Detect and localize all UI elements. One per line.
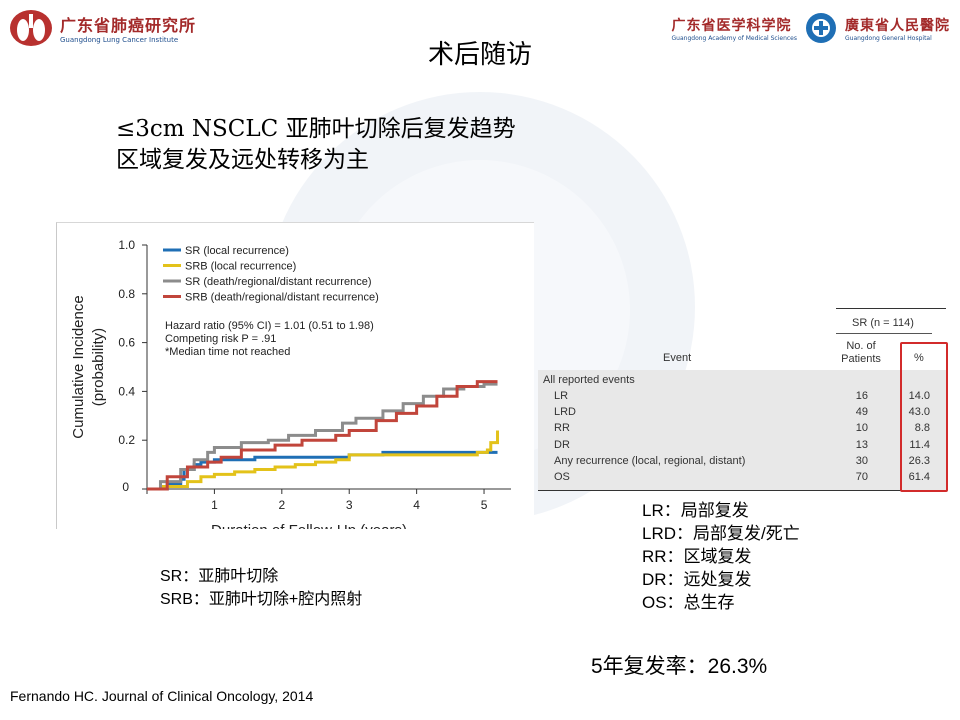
legend-label: SRB (death/regional/distant recurrence) — [185, 292, 379, 304]
table-row-pct: 8.8 — [914, 422, 930, 435]
series-line — [147, 382, 498, 491]
col-patients-line1: No. of — [846, 340, 876, 352]
lung-logo-icon — [10, 10, 52, 46]
table-bottom-rule — [538, 490, 946, 491]
abbrev-srb: SRB：亚肺叶切除+腔内照射 — [160, 591, 363, 608]
table-row-patients: 13 — [855, 438, 868, 451]
legend-label: SRB (local recurrence) — [185, 261, 296, 273]
y-tick-label: 1.0 — [118, 238, 135, 252]
abbrev-os: OS：总生存 — [642, 593, 735, 612]
table-row-pct: 14.0 — [908, 390, 930, 402]
table-group-header: SR (n = 114) — [852, 317, 914, 329]
series-line — [147, 450, 498, 491]
subtitle-line-1: ≤3cm NSCLC 亚肺叶切除后复发趋势 — [116, 116, 516, 142]
right-logo1-cn: 广东省医学科学院 — [671, 17, 792, 34]
x-tick-label: 4 — [413, 498, 420, 512]
table-group-rule — [836, 333, 932, 334]
table-col-patients: No. of Patients — [836, 340, 886, 366]
slide-subtitle: ≤3cm NSCLC 亚肺叶切除后复发趋势 区域复发及远处转移为主 — [116, 114, 516, 176]
group-legend: SR：亚肺叶切除 SRB：亚肺叶切除+腔内照射 — [160, 565, 362, 611]
y-axis-label-line1: Cumulative Incidence — [70, 295, 87, 438]
table-row-event: DR — [554, 438, 570, 451]
table-row-event: Any recurrence (local, regional, distant… — [554, 454, 746, 467]
legend-label: SR (local recurrence) — [185, 245, 289, 257]
annotation-median: *Median time not reached — [165, 346, 290, 358]
y-tick-label: 0.2 — [118, 433, 135, 447]
table-col-pct: % — [914, 352, 924, 364]
x-axis-label: Duration of Follow-Up (years) — [211, 522, 407, 529]
x-tick-label: 3 — [346, 498, 353, 512]
institute-logo-left: 广东省肺癌研究所 Guangdong Lung Cancer Institute — [8, 8, 196, 48]
table-row-pct: 61.4 — [908, 471, 930, 483]
abbrev-dr: DR：远处复发 — [642, 570, 752, 589]
table-body-bg — [538, 370, 946, 490]
table-row-patients: 10 — [855, 422, 868, 435]
pct-highlight-box — [900, 342, 948, 492]
right-logo1-en: Guangdong Academy of Medical Sciences — [671, 34, 797, 42]
abbreviation-legend: LR：局部复发 LRD：局部复发/死亡 RR：区域复发 DR：远处复发 OS：总… — [642, 499, 800, 614]
table-row-patients: 70 — [855, 471, 868, 483]
subtitle-line-2: 区域复发及远处转移为主 — [116, 147, 369, 173]
legend-label: SR (death/regional/distant recurrence) — [185, 276, 371, 288]
x-tick-label: 2 — [278, 498, 285, 512]
recurrence-rate: 5年复发率：26.3% — [591, 655, 768, 678]
y-tick-label: 0.8 — [118, 287, 135, 301]
abbrev-lr: LR：局部复发 — [642, 501, 749, 520]
y-tick-label: 0.4 — [118, 384, 135, 398]
events-table: SR (n = 114) Event No. of Patients % All… — [536, 308, 950, 494]
col-patients-line2: Patients — [841, 353, 881, 365]
table-row-event: LRD — [554, 406, 577, 419]
table-row-pct: 26.3 — [908, 454, 930, 467]
table-row-pct: 11.4 — [909, 438, 930, 451]
table-row-patients: 30 — [855, 454, 868, 467]
abbrev-lrd: LRD：局部复发/死亡 — [642, 524, 800, 543]
cumulative-incidence-chart: 0 0.2 0.4 0.6 0.8 1.0 1 2 3 4 5 Duration of Follow-… — [56, 222, 534, 539]
abbrev-sr: SR：亚肺叶切除 — [160, 568, 279, 585]
right-logo2-en: Guangdong General Hospital — [845, 34, 932, 42]
left-logo-en: Guangdong Lung Cancer Institute — [60, 36, 179, 44]
institute-logo-right: 广东省医学科学院 Guangdong Academy of Medical Sc… — [672, 12, 950, 44]
table-col-event: Event — [663, 352, 692, 364]
table-top-rule — [836, 308, 946, 309]
table-row-event: LR — [554, 390, 569, 402]
annotation-hr: Hazard ratio (95% CI) = 1.01 (0.51 to 1.… — [165, 320, 374, 332]
series-line — [147, 380, 498, 491]
table-row-patients: 49 — [855, 406, 868, 419]
series-line — [147, 430, 500, 491]
y-axis-label-line2: (probability) — [90, 328, 107, 406]
table-row-patients: 16 — [855, 390, 868, 402]
y-tick-label: 0.6 — [118, 336, 135, 350]
right-logo2-cn: 廣東省人民醫院 — [845, 17, 950, 34]
table-row-event: RR — [554, 422, 570, 435]
chart-svg: 0 0.2 0.4 0.6 0.8 1.0 1 2 3 4 5 Duration of Follow-… — [70, 238, 511, 539]
hospital-logo-icon — [806, 13, 836, 43]
table-section-label: All reported events — [543, 374, 635, 386]
citation: Fernando HC. Journal of Clinical Oncolog… — [10, 688, 314, 704]
x-tick-label: 1 — [211, 498, 218, 512]
table-row-event: OS — [554, 471, 570, 483]
x-tick-label: 5 — [481, 498, 488, 512]
abbrev-rr: RR：区域复发 — [642, 547, 752, 566]
y-tick-label: 0 — [122, 480, 129, 494]
slide-title: 术后随访 — [427, 40, 532, 70]
left-logo-cn: 广东省肺癌研究所 — [60, 16, 197, 35]
table-row-pct: 43.0 — [908, 406, 930, 419]
annotation-competing-risk: Competing risk P = .91 — [165, 333, 276, 345]
